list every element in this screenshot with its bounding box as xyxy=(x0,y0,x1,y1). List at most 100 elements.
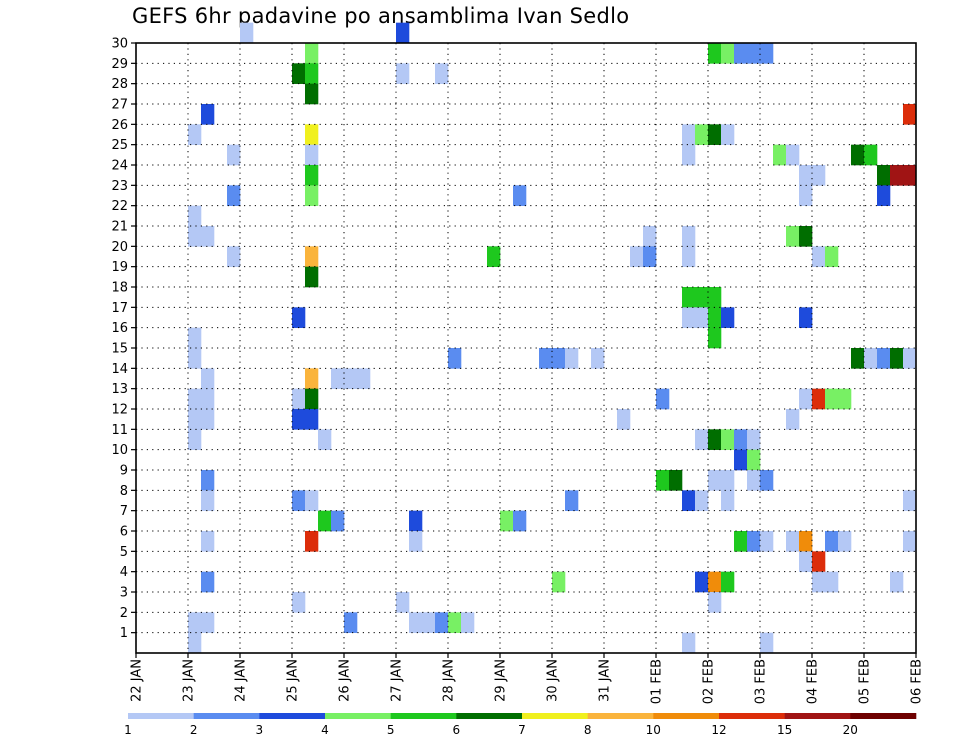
heatmap-cell xyxy=(825,531,839,552)
y-tick-label: 9 xyxy=(120,464,128,479)
x-tick-label: 28 JAN xyxy=(442,659,457,702)
heatmap-cell xyxy=(539,348,553,369)
heatmap-cell xyxy=(201,368,215,389)
heatmap-cell xyxy=(565,348,579,369)
y-tick-label: 12 xyxy=(111,403,128,418)
heatmap-cell xyxy=(721,43,735,64)
heatmap-cell xyxy=(721,490,735,511)
heatmap-cell xyxy=(695,429,709,450)
heatmap-cell xyxy=(435,612,449,633)
heatmap-cell xyxy=(747,449,761,471)
heatmap-cell xyxy=(682,307,696,328)
y-tick-label: 30 xyxy=(111,37,128,52)
y-tick-label: 11 xyxy=(111,423,128,438)
heatmap-cell xyxy=(305,388,319,410)
heatmap-cell xyxy=(422,612,436,633)
x-tick-label: 04 FEB xyxy=(806,659,821,704)
heatmap-cell xyxy=(396,592,410,613)
heatmap-cell xyxy=(799,551,813,572)
heatmap-cell xyxy=(890,571,904,593)
heatmap-cell xyxy=(305,165,319,186)
heatmap-cell xyxy=(344,612,358,633)
heatmap-cell xyxy=(682,226,696,247)
heatmap-cell xyxy=(331,510,345,532)
heatmap-cell xyxy=(643,226,657,247)
heatmap-cell xyxy=(188,327,202,349)
y-tick-label: 4 xyxy=(120,565,128,580)
heatmap-cell xyxy=(799,388,813,410)
heatmap-cell xyxy=(201,490,215,511)
colorbar-label: 2 xyxy=(190,723,198,737)
heatmap-cell xyxy=(721,571,735,593)
colorbar-label: 4 xyxy=(321,723,329,737)
y-tick-label: 1 xyxy=(120,626,128,641)
heatmap-cell xyxy=(708,592,722,613)
heatmap-cell xyxy=(292,63,306,84)
heatmap-cell xyxy=(734,449,748,471)
colorbar-label: 15 xyxy=(777,723,792,737)
x-tick-label: 26 JAN xyxy=(338,659,353,702)
colorbar-swatch xyxy=(850,713,917,719)
heatmap-cell xyxy=(825,388,839,410)
heatmap-cell xyxy=(357,368,371,389)
y-tick-label: 7 xyxy=(120,504,128,519)
heatmap-cell xyxy=(201,470,215,491)
heatmap-cell xyxy=(188,226,202,247)
heatmap-cell xyxy=(396,22,410,44)
heatmap-cell xyxy=(747,470,761,491)
heatmap-cell xyxy=(812,388,826,410)
heatmap-cell xyxy=(903,348,917,369)
heatmap-cell xyxy=(890,348,904,369)
heatmap-cell xyxy=(903,104,917,125)
heatmap-cell xyxy=(188,388,202,410)
heatmap-cell xyxy=(448,612,462,633)
heatmap-cell xyxy=(799,307,813,328)
heatmap-cell xyxy=(409,510,423,532)
heatmap-cell xyxy=(903,490,917,511)
heatmap-cell xyxy=(760,632,774,654)
heatmap-cell xyxy=(305,409,319,430)
colorbar-label: 6 xyxy=(452,723,460,737)
heatmap-cell xyxy=(630,246,644,267)
heatmap-cell xyxy=(656,388,670,410)
heatmap-cell xyxy=(786,531,800,552)
heatmap-cell xyxy=(760,43,774,64)
heatmap-cell xyxy=(201,612,215,633)
x-tick-label: 31 JAN xyxy=(598,659,613,702)
heatmap-cell xyxy=(396,63,410,84)
heatmap-cell xyxy=(643,246,657,267)
heatmap-cell xyxy=(695,287,709,308)
heatmap-cell xyxy=(201,409,215,430)
colorbar-swatch xyxy=(784,713,851,719)
heatmap-cell xyxy=(292,592,306,613)
y-tick-label: 17 xyxy=(111,301,128,316)
colorbar-label: 20 xyxy=(843,723,858,737)
heatmap-cell xyxy=(825,246,839,267)
colorbar: 1 2 3 4 5 6 7 8 10 12 15 20 xyxy=(124,713,917,737)
y-tick-label: 24 xyxy=(111,159,128,174)
heatmap-cell xyxy=(851,144,865,166)
heatmap-cell xyxy=(461,612,475,633)
heatmap-cell xyxy=(708,43,722,64)
grid-layer xyxy=(136,43,916,653)
y-tick-label: 29 xyxy=(111,57,128,72)
colorbar-swatch xyxy=(456,713,523,719)
x-tick-label: 29 JAN xyxy=(494,659,509,702)
heatmap-cell xyxy=(864,144,878,166)
heatmap-cell xyxy=(708,307,722,328)
heatmap-cell xyxy=(656,470,670,491)
x-tick-label: 03 FEB xyxy=(754,659,769,704)
y-tick-label: 27 xyxy=(111,98,128,113)
y-tick-label: 14 xyxy=(111,362,128,377)
heatmap-cell xyxy=(877,348,891,369)
heatmap-cell xyxy=(877,165,891,186)
heatmap-cell xyxy=(682,144,696,166)
heatmap-cell xyxy=(682,246,696,267)
heatmap-cell xyxy=(201,226,215,247)
heatmap-cell xyxy=(799,185,813,206)
heatmap-cell xyxy=(760,531,774,552)
y-axis: 1234567891011121314151617181920212223242… xyxy=(111,37,136,641)
heatmap-cell xyxy=(708,124,722,145)
colorbar-swatch xyxy=(128,713,194,719)
y-tick-label: 25 xyxy=(111,138,128,153)
